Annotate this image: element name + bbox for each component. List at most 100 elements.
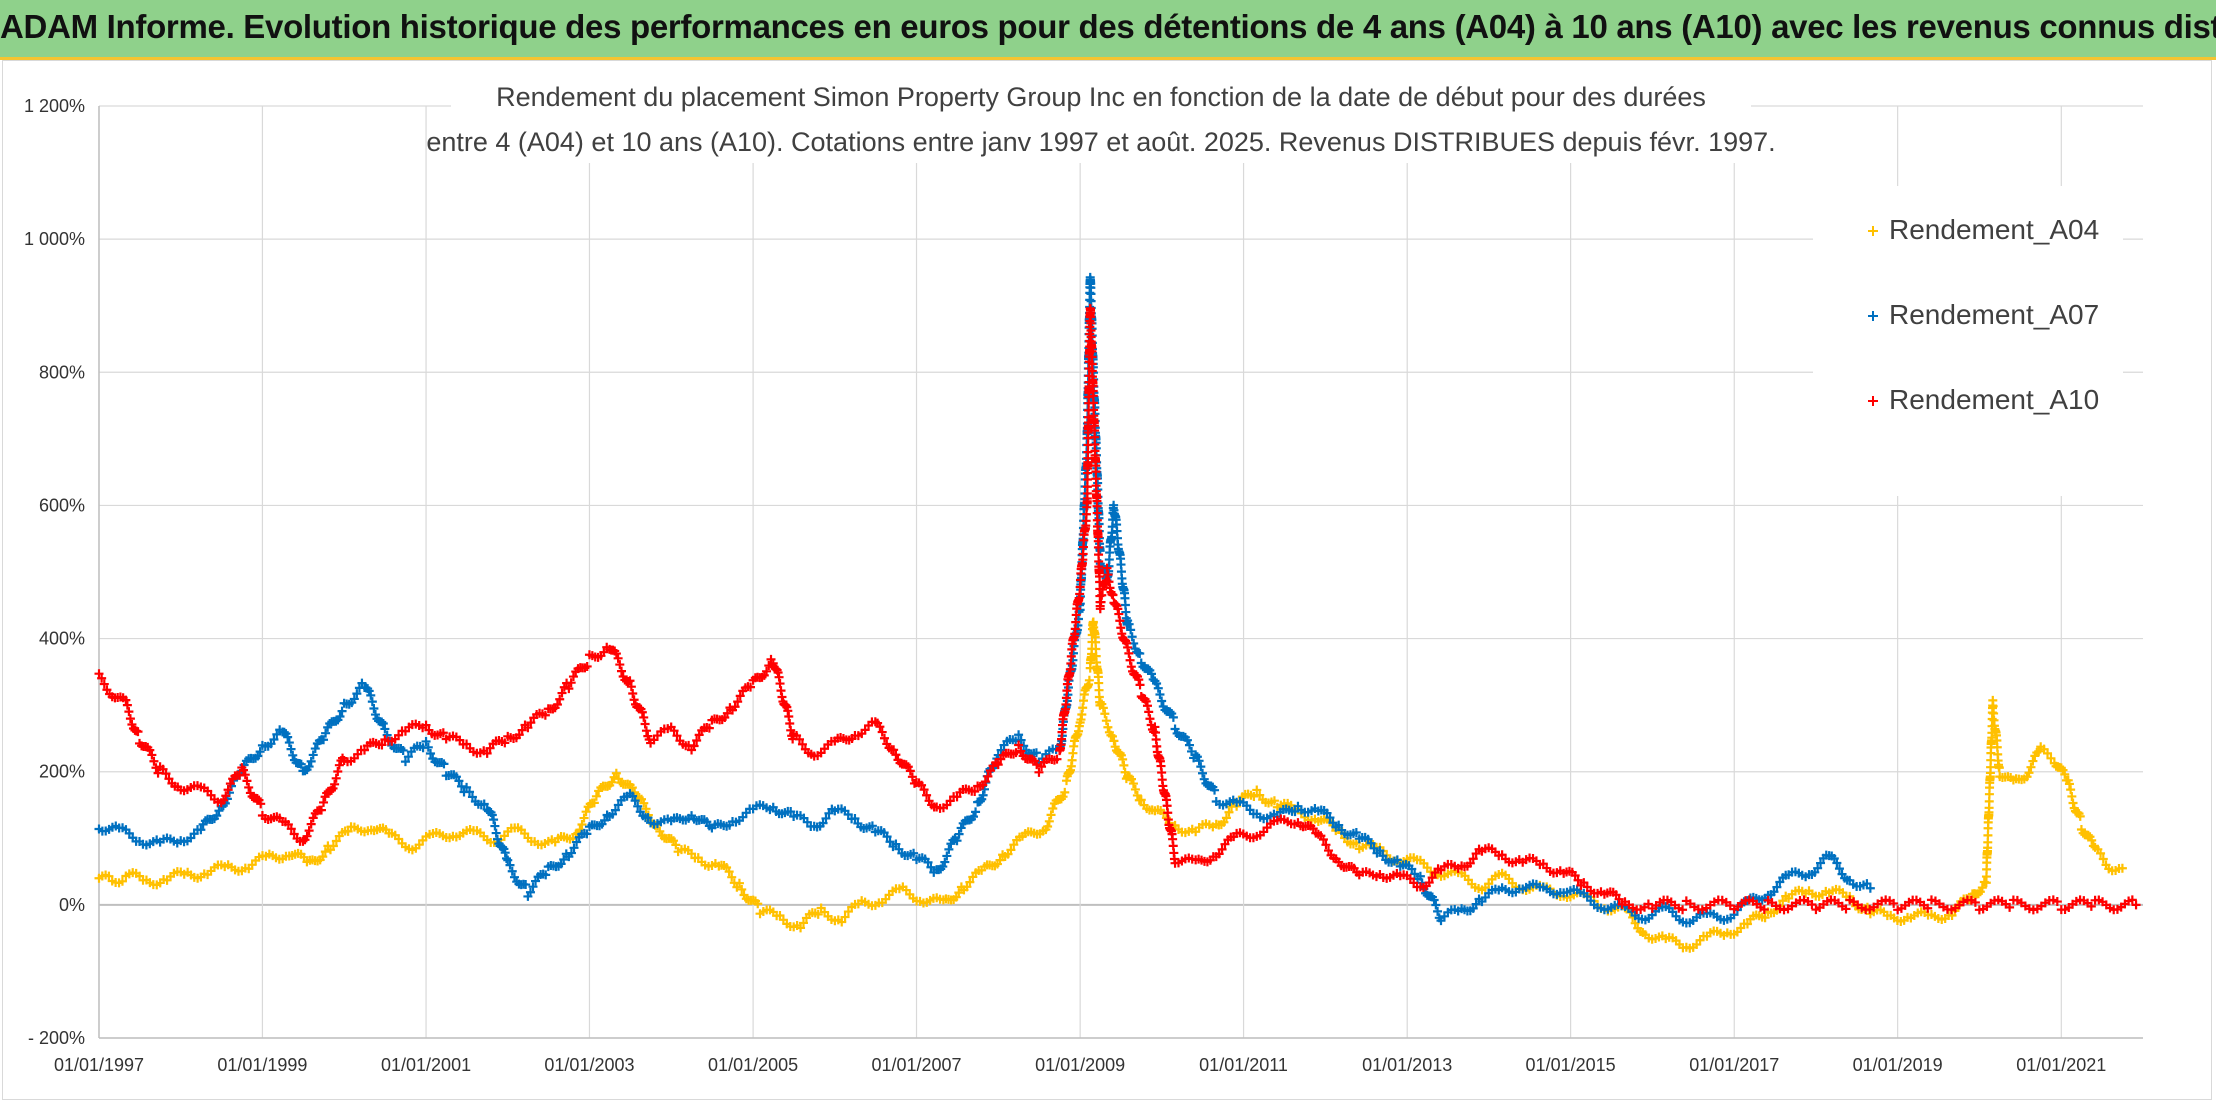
data-point xyxy=(479,799,489,809)
data-point xyxy=(737,884,747,894)
data-point xyxy=(1165,707,1175,717)
data-point xyxy=(1153,683,1163,693)
data-point xyxy=(377,740,387,750)
data-point xyxy=(306,756,316,766)
data-point xyxy=(566,678,576,688)
data-point xyxy=(2127,895,2137,905)
data-point xyxy=(1760,913,1770,923)
data-point xyxy=(962,882,972,892)
data-point xyxy=(639,798,649,808)
data-point xyxy=(843,907,853,917)
data-point xyxy=(1199,774,1209,784)
data-point xyxy=(555,694,565,704)
data-point xyxy=(952,836,962,846)
data-point xyxy=(993,760,1003,770)
banner: ADAM Informe. Evolution historique des p… xyxy=(0,0,2216,60)
data-point xyxy=(421,736,431,746)
y-tick-label: 800% xyxy=(39,362,85,382)
data-point xyxy=(1031,748,1041,758)
data-point xyxy=(1865,883,1875,893)
data-point xyxy=(1127,632,1137,642)
data-point xyxy=(628,688,638,698)
data-point xyxy=(637,707,647,717)
data-point xyxy=(279,727,289,737)
y-tick-label: 200% xyxy=(39,762,85,782)
data-point xyxy=(289,829,299,839)
data-point xyxy=(2067,791,2077,801)
data-point xyxy=(2060,769,2070,779)
data-point xyxy=(288,750,298,760)
data-point xyxy=(692,736,702,746)
data-point xyxy=(1006,845,1016,855)
data-point xyxy=(377,717,387,727)
data-point xyxy=(669,726,679,736)
x-tick-label: 01/01/2011 xyxy=(1199,1055,1288,1075)
data-point xyxy=(1123,642,1133,652)
data-point xyxy=(256,799,266,809)
data-point xyxy=(1429,895,1439,905)
data-point xyxy=(610,805,620,815)
data-point xyxy=(94,669,104,679)
data-marks xyxy=(94,272,2141,953)
data-point xyxy=(1130,784,1140,794)
data-point xyxy=(1834,864,1844,874)
data-point xyxy=(521,880,531,890)
data-point xyxy=(1321,840,1331,850)
data-point xyxy=(1832,858,1842,868)
y-tick-label: 1 000% xyxy=(24,229,85,249)
x-tick-label: 01/01/2005 xyxy=(708,1055,798,1075)
data-point xyxy=(337,706,347,716)
legend-label: Rendement_A10 xyxy=(1889,384,2099,415)
data-point xyxy=(1269,796,1279,806)
y-tick-label: - 200% xyxy=(28,1028,85,1048)
data-point xyxy=(821,813,831,823)
data-point xyxy=(335,712,345,722)
data-point xyxy=(153,768,163,778)
legend-marker xyxy=(1868,226,1878,236)
data-point xyxy=(1923,903,1933,913)
data-point xyxy=(1433,906,1443,916)
chart: - 200% 0% 200% 400% 600% 800% 1 000% 1 200% 01/… xyxy=(24,73,2143,1075)
data-point xyxy=(1630,918,1640,928)
data-point xyxy=(926,862,936,872)
x-tick-label: 01/01/1997 xyxy=(54,1055,144,1075)
data-point xyxy=(727,872,737,882)
data-point xyxy=(1471,899,1481,909)
data-point xyxy=(629,695,639,705)
data-point xyxy=(1103,722,1113,732)
data-point xyxy=(124,707,134,717)
x-tick-label: 01/01/2007 xyxy=(871,1055,961,1075)
data-point xyxy=(1136,795,1146,805)
data-point xyxy=(223,785,233,795)
data-point xyxy=(786,807,796,817)
data-point xyxy=(239,765,249,775)
data-point xyxy=(1095,697,1105,707)
data-point xyxy=(2075,811,2085,821)
data-point xyxy=(641,726,651,736)
data-point xyxy=(1351,828,1361,838)
data-point xyxy=(164,774,174,784)
data-point xyxy=(1098,703,1108,713)
data-point xyxy=(919,785,929,795)
data-point xyxy=(1141,696,1151,706)
legend-marker xyxy=(1868,396,1878,406)
data-point xyxy=(891,839,901,849)
data-point xyxy=(1570,870,1580,880)
data-point xyxy=(1431,900,1441,910)
data-point xyxy=(1807,899,1817,909)
data-point xyxy=(956,823,966,833)
data-point xyxy=(1044,816,1054,826)
data-point xyxy=(837,917,847,927)
data-point xyxy=(2117,863,2127,873)
data-point xyxy=(331,836,341,846)
data-point xyxy=(640,719,650,729)
data-point xyxy=(328,783,338,793)
y-tick-labels: - 200% 0% 200% 400% 600% 800% 1 000% 1 200% xyxy=(24,96,85,1048)
data-point xyxy=(161,769,171,779)
data-point xyxy=(1970,897,1980,907)
data-point xyxy=(581,807,591,817)
data-point xyxy=(1118,754,1128,764)
data-point xyxy=(762,666,772,676)
data-point xyxy=(1255,790,1265,800)
data-point xyxy=(2098,854,2108,864)
